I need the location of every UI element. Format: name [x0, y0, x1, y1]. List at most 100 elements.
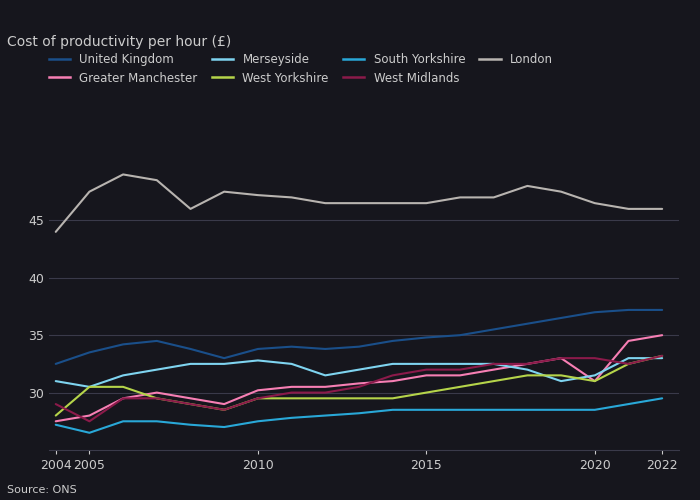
West Yorkshire	[456, 384, 464, 390]
United Kingdom	[557, 315, 566, 321]
Text: Source: ONS: Source: ONS	[7, 485, 77, 495]
Merseyside	[591, 372, 599, 378]
Merseyside	[557, 378, 566, 384]
London	[186, 206, 195, 212]
West Yorkshire	[489, 378, 498, 384]
West Midlands	[288, 390, 296, 396]
South Yorkshire	[253, 418, 262, 424]
South Yorkshire	[52, 422, 60, 428]
South Yorkshire	[389, 407, 397, 413]
Greater Manchester	[220, 401, 228, 407]
West Midlands	[624, 361, 633, 367]
South Yorkshire	[355, 410, 363, 416]
Merseyside	[85, 384, 94, 390]
West Midlands	[85, 418, 94, 424]
London	[355, 200, 363, 206]
London	[489, 194, 498, 200]
London	[624, 206, 633, 212]
West Yorkshire	[153, 396, 161, 402]
Merseyside	[624, 355, 633, 361]
Line: West Midlands: West Midlands	[56, 356, 662, 422]
Merseyside	[186, 361, 195, 367]
Merseyside	[321, 372, 330, 378]
West Midlands	[456, 366, 464, 372]
Merseyside	[422, 361, 430, 367]
Greater Manchester	[624, 338, 633, 344]
West Yorkshire	[591, 378, 599, 384]
Greater Manchester	[658, 332, 666, 338]
Line: South Yorkshire: South Yorkshire	[56, 398, 662, 433]
London	[658, 206, 666, 212]
West Midlands	[220, 407, 228, 413]
London	[119, 172, 127, 177]
South Yorkshire	[557, 407, 566, 413]
Greater Manchester	[591, 378, 599, 384]
Greater Manchester	[253, 388, 262, 394]
West Yorkshire	[85, 384, 94, 390]
West Yorkshire	[119, 384, 127, 390]
United Kingdom	[288, 344, 296, 349]
South Yorkshire	[658, 396, 666, 402]
Line: Merseyside: Merseyside	[56, 358, 662, 387]
Merseyside	[119, 372, 127, 378]
London	[52, 229, 60, 235]
Merseyside	[523, 366, 531, 372]
United Kingdom	[85, 350, 94, 356]
London	[253, 192, 262, 198]
Greater Manchester	[153, 390, 161, 396]
South Yorkshire	[186, 422, 195, 428]
Merseyside	[355, 366, 363, 372]
Line: Greater Manchester: Greater Manchester	[56, 335, 662, 422]
Merseyside	[288, 361, 296, 367]
West Midlands	[52, 401, 60, 407]
United Kingdom	[624, 307, 633, 313]
Merseyside	[52, 378, 60, 384]
South Yorkshire	[321, 412, 330, 418]
United Kingdom	[119, 342, 127, 347]
South Yorkshire	[119, 418, 127, 424]
Greater Manchester	[557, 355, 566, 361]
Greater Manchester	[288, 384, 296, 390]
Greater Manchester	[85, 412, 94, 418]
West Midlands	[355, 384, 363, 390]
South Yorkshire	[85, 430, 94, 436]
United Kingdom	[456, 332, 464, 338]
United Kingdom	[355, 344, 363, 349]
United Kingdom	[153, 338, 161, 344]
United Kingdom	[591, 309, 599, 315]
London	[220, 188, 228, 194]
London	[321, 200, 330, 206]
West Yorkshire	[186, 401, 195, 407]
West Yorkshire	[624, 361, 633, 367]
South Yorkshire	[624, 401, 633, 407]
South Yorkshire	[288, 415, 296, 421]
West Midlands	[557, 355, 566, 361]
United Kingdom	[389, 338, 397, 344]
West Midlands	[389, 372, 397, 378]
South Yorkshire	[153, 418, 161, 424]
United Kingdom	[253, 346, 262, 352]
London	[389, 200, 397, 206]
Greater Manchester	[119, 396, 127, 402]
London	[557, 188, 566, 194]
Greater Manchester	[489, 366, 498, 372]
London	[456, 194, 464, 200]
Greater Manchester	[456, 372, 464, 378]
West Midlands	[321, 390, 330, 396]
Greater Manchester	[186, 396, 195, 402]
South Yorkshire	[456, 407, 464, 413]
London	[523, 183, 531, 189]
Merseyside	[153, 366, 161, 372]
West Yorkshire	[253, 396, 262, 402]
London	[153, 177, 161, 183]
Merseyside	[489, 361, 498, 367]
West Midlands	[253, 396, 262, 402]
Line: London: London	[56, 174, 662, 232]
West Yorkshire	[52, 412, 60, 418]
West Yorkshire	[557, 372, 566, 378]
United Kingdom	[186, 346, 195, 352]
London	[422, 200, 430, 206]
United Kingdom	[658, 307, 666, 313]
West Yorkshire	[658, 353, 666, 359]
Merseyside	[456, 361, 464, 367]
